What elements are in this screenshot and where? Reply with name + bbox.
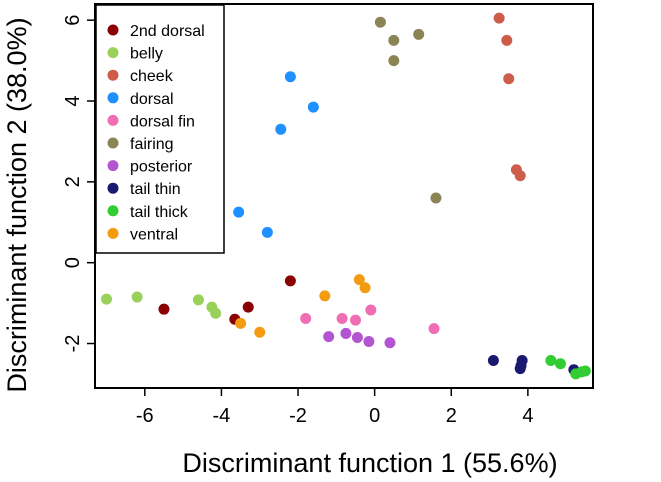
y-tick-label: -2	[62, 335, 84, 353]
data-points	[100, 12, 591, 380]
plot-frame	[94, 3, 594, 389]
legend-label: dorsal fin	[130, 113, 195, 130]
x-tick-label: 0	[369, 405, 380, 427]
data-point	[210, 307, 222, 319]
legend: 2nd dorsal belly cheek dorsal dorsal fin fair…	[95, 4, 225, 254]
data-point	[579, 365, 591, 377]
legend-marker	[107, 47, 119, 59]
data-point	[233, 206, 245, 218]
x-tick-label: -2	[289, 405, 307, 427]
legend-label: dorsal	[130, 91, 174, 108]
data-point	[430, 192, 442, 204]
y-tick-label: 0	[62, 257, 84, 268]
x-tick-label: -6	[136, 405, 154, 427]
legend-marker	[107, 69, 119, 81]
data-point	[487, 355, 499, 367]
data-point	[158, 303, 170, 315]
data-point	[235, 317, 247, 329]
data-point	[493, 12, 505, 24]
legend-marker	[107, 137, 119, 149]
data-point	[284, 71, 296, 83]
data-point	[374, 16, 386, 28]
x-axis-title: Discriminant function 1 (55.6%)	[182, 448, 557, 478]
data-point	[554, 358, 566, 370]
data-point	[242, 301, 254, 313]
y-axis-title: Discriminant function 2 (38.0%)	[2, 17, 32, 392]
data-point	[359, 282, 371, 294]
data-point	[388, 55, 400, 67]
data-point	[388, 34, 400, 46]
x-tick-label: 2	[446, 405, 457, 427]
x-tick-label: 4	[522, 405, 533, 427]
data-point	[336, 312, 348, 324]
data-point	[545, 355, 557, 367]
x-axis: -6 -4 -2 0 2 4	[136, 388, 533, 427]
data-point	[284, 275, 296, 287]
legend-label: 2nd dorsal	[130, 23, 205, 40]
data-point	[384, 337, 396, 349]
legend-marker	[107, 182, 119, 194]
x-tick-label: -4	[213, 405, 231, 427]
legend-marker	[107, 227, 119, 239]
data-point	[514, 170, 526, 182]
data-point	[319, 290, 331, 302]
legend-label: tail thick	[130, 204, 189, 221]
data-point	[351, 331, 363, 343]
legend-marker	[107, 114, 119, 126]
legend-label: posterior	[130, 159, 193, 176]
data-point	[323, 331, 335, 343]
legend-label: ventral	[130, 226, 178, 243]
data-point	[261, 226, 273, 238]
data-point	[307, 101, 319, 113]
legend-marker	[107, 160, 119, 172]
data-point	[363, 336, 375, 348]
data-point	[413, 28, 425, 40]
data-point	[503, 73, 515, 85]
legend-label: cheek	[130, 68, 174, 85]
data-point	[300, 312, 312, 324]
data-point	[192, 294, 204, 306]
legend-marker	[107, 24, 119, 36]
data-point	[275, 123, 287, 135]
data-point	[501, 34, 513, 46]
data-point	[428, 323, 440, 335]
data-point	[254, 326, 266, 338]
data-point	[340, 327, 352, 339]
data-point	[349, 314, 361, 326]
y-tick-label: 4	[62, 95, 84, 106]
legend-label: tail thin	[130, 181, 181, 198]
legend-marker	[107, 92, 119, 104]
y-tick-label: 6	[62, 15, 84, 26]
legend-label: fairing	[130, 136, 174, 153]
y-axis: -2 0 2 4 6	[62, 15, 95, 353]
data-point	[131, 291, 143, 303]
data-point	[365, 304, 377, 316]
data-point	[100, 293, 112, 305]
legend-marker	[107, 205, 119, 217]
data-point	[514, 363, 526, 375]
data-point	[353, 274, 365, 286]
legend-label: belly	[130, 46, 163, 63]
y-tick-label: 2	[62, 176, 84, 187]
